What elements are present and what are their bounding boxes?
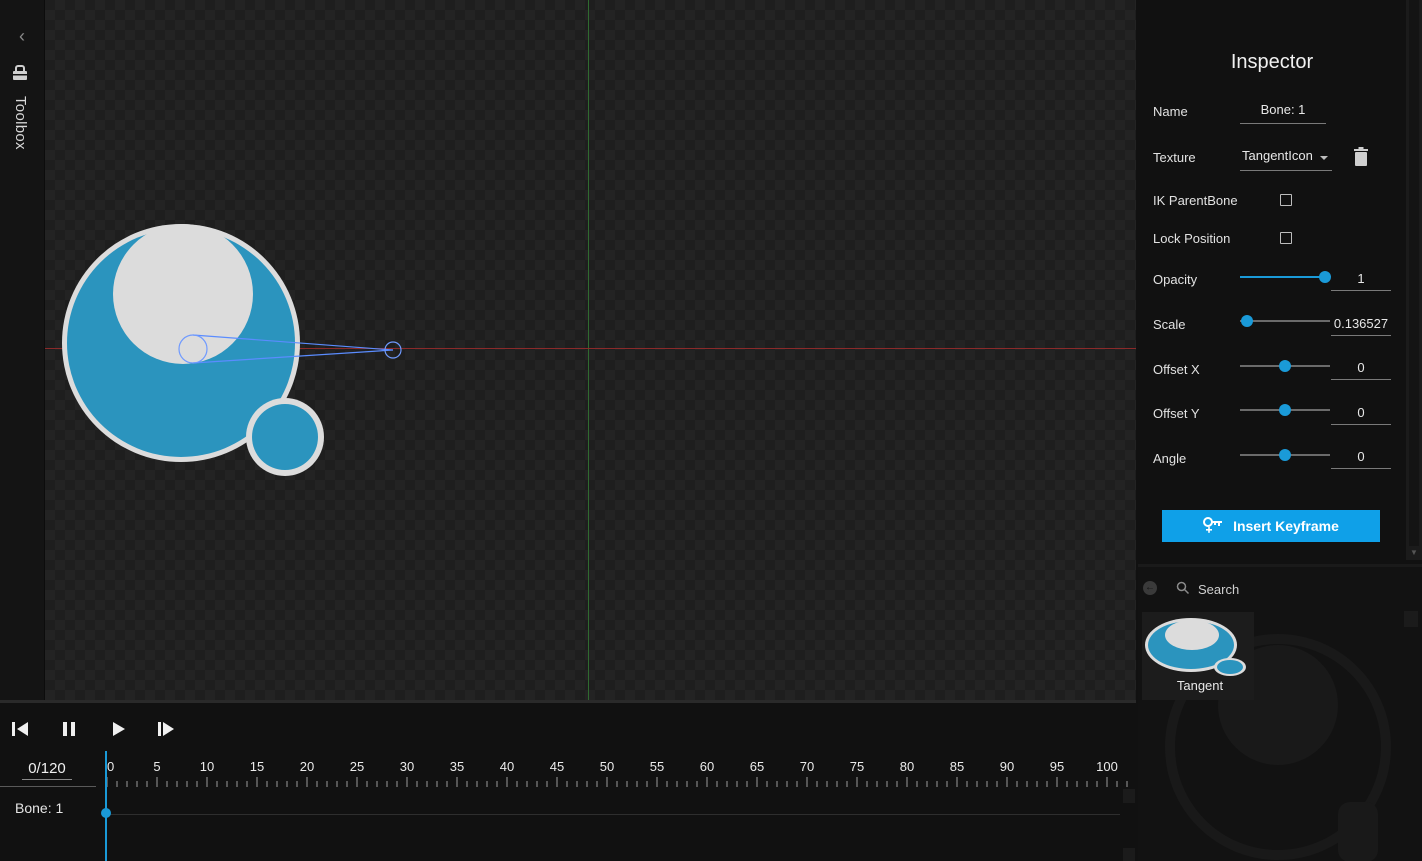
scroll-down-button[interactable] bbox=[1123, 848, 1135, 861]
ik-parent-label: IK ParentBone bbox=[1153, 193, 1238, 208]
ik-parent-checkbox[interactable] bbox=[1280, 194, 1292, 206]
timeline-panel: 0/120 0 5 10 15 20 25 30 35 40 45 50 55 60 65 70 75 80 85… bbox=[0, 700, 1136, 861]
angle-slider[interactable] bbox=[1240, 449, 1330, 461]
ruler-label: 10 bbox=[200, 759, 214, 774]
ruler-label: 0 bbox=[107, 759, 114, 774]
ruler-label: 80 bbox=[900, 759, 914, 774]
scene-canvas[interactable] bbox=[45, 0, 1136, 700]
ruler-label: 85 bbox=[950, 759, 964, 774]
ruler-label: 30 bbox=[400, 759, 414, 774]
chevron-left-icon[interactable]: ‹ bbox=[19, 26, 25, 46]
ruler-label: 90 bbox=[1000, 759, 1014, 774]
back-icon[interactable]: ← bbox=[1143, 581, 1157, 595]
scroll-down-icon[interactable]: ▼ bbox=[1410, 548, 1418, 557]
y-axis-line bbox=[588, 0, 589, 700]
toolbox-panel: ‹ Toolbox bbox=[0, 0, 45, 700]
name-field[interactable]: Bone: 1 bbox=[1240, 102, 1326, 124]
x-axis-line bbox=[45, 348, 1136, 349]
asset-item-tangent[interactable]: Tangent bbox=[1142, 612, 1254, 700]
offset-y-slider[interactable] bbox=[1240, 404, 1330, 416]
opacity-slider[interactable] bbox=[1240, 271, 1331, 283]
ruler-label: 55 bbox=[650, 759, 664, 774]
ruler-label: 40 bbox=[500, 759, 514, 774]
ruler-label: 95 bbox=[1050, 759, 1064, 774]
ruler-label: 5 bbox=[153, 759, 160, 774]
timeline-scrollbar[interactable] bbox=[1121, 789, 1136, 861]
angle-input[interactable]: 0 bbox=[1331, 447, 1391, 469]
lock-position-label: Lock Position bbox=[1153, 231, 1231, 246]
inspector-scrollbar[interactable]: ▼ bbox=[1406, 0, 1422, 560]
angle-slider-knob[interactable] bbox=[1279, 449, 1291, 461]
tangent-thumbnail bbox=[1145, 618, 1246, 676]
lock-position-checkbox[interactable] bbox=[1280, 232, 1292, 244]
offset-x-slider-knob[interactable] bbox=[1279, 360, 1291, 372]
ruler-label: 100 bbox=[1096, 759, 1118, 774]
inspector-title: Inspector bbox=[1230, 51, 1314, 73]
asset-item-label: Tangent bbox=[1176, 678, 1224, 693]
pause-button[interactable] bbox=[58, 718, 80, 740]
track-label: Bone: 1 bbox=[15, 800, 64, 816]
step-back-button[interactable] bbox=[9, 718, 31, 740]
scale-slider[interactable] bbox=[1240, 315, 1330, 327]
toolbox-label[interactable]: Toolbox bbox=[12, 96, 29, 150]
divider bbox=[0, 786, 96, 787]
chevron-down-icon bbox=[1320, 156, 1328, 160]
inspector-panel: Inspector Name Bone: 1 Texture TangentIc… bbox=[1138, 0, 1406, 560]
offset-x-slider[interactable] bbox=[1240, 360, 1330, 372]
offset-x-label: Offset X bbox=[1153, 362, 1200, 377]
tangent-sprite[interactable] bbox=[45, 0, 1136, 700]
scale-label: Scale bbox=[1153, 317, 1186, 332]
asset-browser: ← Tangent bbox=[1138, 564, 1422, 861]
keyframe-marker[interactable] bbox=[101, 808, 111, 818]
key-plus-icon bbox=[1203, 517, 1223, 533]
step-forward-button[interactable] bbox=[155, 718, 177, 740]
asset-scrollbar[interactable] bbox=[1404, 611, 1418, 627]
texture-select[interactable]: TangentIcon bbox=[1240, 148, 1332, 171]
opacity-input[interactable]: 1 bbox=[1331, 269, 1391, 291]
offset-y-label: Offset Y bbox=[1153, 406, 1200, 421]
watermark-logo bbox=[1165, 634, 1391, 861]
ruler-label: 20 bbox=[300, 759, 314, 774]
offset-x-input[interactable]: 0 bbox=[1331, 358, 1391, 380]
ruler-label: 75 bbox=[850, 759, 864, 774]
ruler-label: 45 bbox=[550, 759, 564, 774]
track-line bbox=[106, 814, 1120, 815]
play-button[interactable] bbox=[107, 718, 129, 740]
ruler-label: 35 bbox=[450, 759, 464, 774]
scroll-up-button[interactable] bbox=[1123, 789, 1135, 803]
scale-slider-knob[interactable] bbox=[1241, 315, 1254, 327]
offset-y-input[interactable]: 0 bbox=[1331, 403, 1391, 425]
insert-keyframe-label: Insert Keyframe bbox=[1233, 518, 1339, 534]
ruler-label: 50 bbox=[600, 759, 614, 774]
frame-counter[interactable]: 0/120 bbox=[22, 760, 72, 780]
offset-y-slider-knob[interactable] bbox=[1279, 404, 1291, 416]
playhead[interactable] bbox=[105, 751, 107, 861]
ruler-label: 25 bbox=[350, 759, 364, 774]
ruler-label: 65 bbox=[750, 759, 764, 774]
opacity-slider-knob[interactable] bbox=[1318, 271, 1331, 283]
name-label: Name bbox=[1153, 104, 1188, 119]
inspector-scroll-thumb[interactable] bbox=[1409, 0, 1419, 546]
toolbox-icon[interactable] bbox=[11, 64, 29, 82]
timeline-ruler[interactable]: 0 5 10 15 20 25 30 35 40 45 50 55 60 65 70 75 80 85 90 95 10… bbox=[0, 753, 1136, 793]
trash-icon[interactable] bbox=[1353, 147, 1369, 167]
insert-keyframe-button[interactable]: Insert Keyframe bbox=[1162, 510, 1380, 542]
asset-search-input[interactable] bbox=[1198, 579, 1398, 599]
texture-label: Texture bbox=[1153, 150, 1196, 165]
bone-gizmo[interactable] bbox=[178, 334, 402, 364]
opacity-label: Opacity bbox=[1153, 272, 1198, 287]
ruler-label: 60 bbox=[700, 759, 714, 774]
ruler-label: 70 bbox=[800, 759, 814, 774]
scale-input[interactable]: 0.136527 bbox=[1331, 314, 1391, 336]
search-icon bbox=[1176, 581, 1190, 595]
texture-select-value: TangentIcon bbox=[1242, 148, 1313, 163]
ruler-label: 15 bbox=[250, 759, 264, 774]
angle-label: Angle bbox=[1153, 451, 1187, 466]
